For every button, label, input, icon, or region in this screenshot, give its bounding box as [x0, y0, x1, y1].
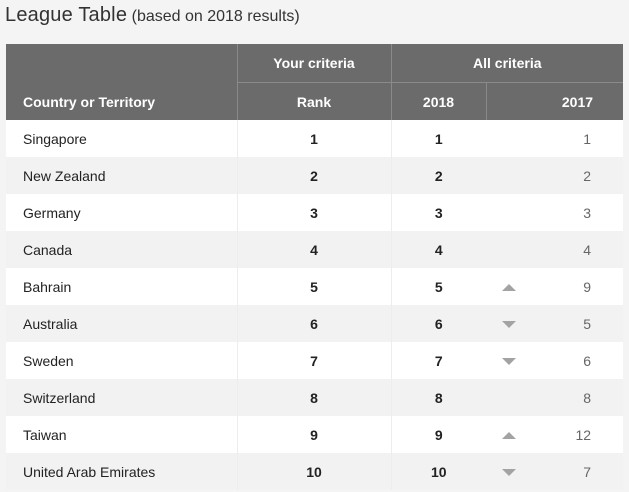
country-name: New Zealand	[6, 157, 237, 194]
header-row-bottom: Rank 2018 2017	[6, 82, 624, 120]
rank-2018: 4	[391, 231, 486, 268]
rank-2017: 6	[531, 342, 624, 379]
table-body: Singapore 1 1 1 New Zealand 2 2 2 Germany 3 3 3 Cana…	[6, 120, 624, 490]
trend-down-icon	[501, 321, 516, 329]
your-criteria-rank: 10	[236, 453, 392, 490]
country-name: Australia	[6, 305, 237, 342]
rank-2017: 3	[531, 194, 624, 231]
rank-2017: 9	[531, 268, 624, 305]
table-row[interactable]: Taiwan 9 9 12	[6, 416, 624, 453]
rank-2017: 2	[531, 157, 624, 194]
rank-2017: 12	[531, 416, 624, 453]
country-name: Taiwan	[6, 416, 237, 453]
rank-2017: 4	[531, 231, 624, 268]
trend-cell	[486, 342, 531, 379]
column-group-all-criteria: All criteria	[391, 44, 624, 83]
trend-cell	[486, 194, 531, 231]
trend-down-icon	[501, 358, 516, 366]
page-heading: League Table (based on 2018 results)	[5, 4, 300, 30]
trend-up-icon	[501, 284, 516, 292]
column-header-rank[interactable]: Rank	[237, 82, 392, 120]
rank-2017: 1	[531, 120, 624, 157]
rank-2018: 6	[391, 305, 486, 342]
your-criteria-rank: 8	[236, 379, 392, 416]
your-criteria-rank: 7	[236, 342, 392, 379]
trend-cell	[486, 305, 531, 342]
your-criteria-rank: 3	[236, 194, 392, 231]
your-criteria-rank: 6	[236, 305, 392, 342]
your-criteria-rank: 5	[236, 268, 392, 305]
trend-cell	[486, 157, 531, 194]
header-row-top: Country or Territory Your criteria All c…	[6, 44, 624, 120]
page-subtitle: (based on 2018 results)	[131, 8, 300, 25]
rank-2018: 7	[391, 342, 486, 379]
table-row[interactable]: United Arab Emirates 10 10 7	[6, 453, 624, 490]
your-criteria-rank: 2	[236, 157, 392, 194]
rank-2018: 3	[391, 194, 486, 231]
your-criteria-rank: 9	[236, 416, 392, 453]
country-name: Sweden	[6, 342, 237, 379]
league-table: Country or Territory Your criteria All c…	[6, 44, 624, 490]
rank-2018: 2	[391, 157, 486, 194]
country-name: Germany	[6, 194, 237, 231]
rank-2017: 7	[531, 453, 624, 490]
table-row[interactable]: Bahrain 5 5 9	[6, 268, 624, 305]
trend-cell	[486, 453, 531, 490]
trend-up-icon	[501, 432, 516, 440]
trend-down-icon	[501, 469, 516, 477]
page-title: League Table	[5, 4, 128, 26]
rank-2018: 5	[391, 268, 486, 305]
rank-2017: 8	[531, 379, 624, 416]
table-row[interactable]: Switzerland 8 8 8	[6, 379, 624, 416]
your-criteria-rank: 1	[236, 120, 392, 157]
rank-2017: 5	[531, 305, 624, 342]
rank-2018: 10	[391, 453, 486, 490]
column-header-country[interactable]: Country or Territory	[6, 44, 238, 120]
table-row[interactable]: Germany 3 3 3	[6, 194, 624, 231]
rank-2018: 8	[391, 379, 486, 416]
table-row[interactable]: Australia 6 6 5	[6, 305, 624, 342]
table-row[interactable]: Singapore 1 1 1	[6, 120, 624, 157]
table-row[interactable]: Sweden 7 7 6	[6, 342, 624, 379]
trend-cell	[486, 268, 531, 305]
rank-2018: 9	[391, 416, 486, 453]
column-group-your-criteria: Your criteria	[237, 44, 392, 83]
column-header-2017[interactable]: 2017	[486, 82, 624, 120]
rank-2018: 1	[391, 120, 486, 157]
country-name: Canada	[6, 231, 237, 268]
your-criteria-rank: 4	[236, 231, 392, 268]
country-name: Singapore	[6, 120, 237, 157]
country-name: Bahrain	[6, 268, 237, 305]
column-header-2018[interactable]: 2018	[391, 82, 487, 120]
country-name: United Arab Emirates	[6, 453, 237, 490]
country-name: Switzerland	[6, 379, 237, 416]
trend-cell	[486, 379, 531, 416]
table-row[interactable]: New Zealand 2 2 2	[6, 157, 624, 194]
trend-cell	[486, 231, 531, 268]
table-row[interactable]: Canada 4 4 4	[6, 231, 624, 268]
trend-cell	[486, 120, 531, 157]
trend-cell	[486, 416, 531, 453]
